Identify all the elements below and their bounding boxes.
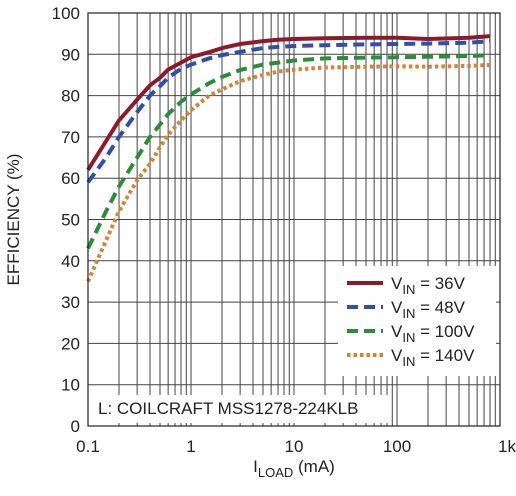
y-tick-label: 40 (61, 252, 80, 271)
legend-item: VIN = 100V (347, 322, 475, 345)
inductor-note: L: COILCRAFT MSS1278-224KLB (92, 395, 388, 423)
y-tick-label: 70 (61, 128, 80, 147)
y-axis-title: EFFICIENCY (%) (4, 154, 23, 286)
y-tick-label: 10 (61, 376, 80, 395)
x-axis-title-unit: (mA) (293, 457, 335, 476)
inductor-note-box (92, 395, 388, 423)
series-lines (86, 34, 491, 283)
x-tick-label: 0.1 (76, 437, 100, 456)
series-line (86, 34, 491, 171)
y-tick-label: 20 (61, 334, 80, 353)
legend-item: VIN = 36V (347, 274, 466, 297)
plot-frame (87, 12, 501, 427)
legend-label: VIN = 36V (391, 274, 466, 297)
series-line (86, 53, 491, 250)
legend-label: VIN = 140V (391, 346, 475, 369)
x-axis-title-main: I (253, 457, 258, 476)
y-tick-label: 80 (61, 87, 80, 106)
y-tick-label: 0 (71, 417, 80, 436)
y-tick-label: 60 (61, 169, 80, 188)
x-tick-label: 1 (186, 437, 195, 456)
x-tick-label: 100 (383, 437, 411, 456)
y-tick-label: 50 (61, 211, 80, 230)
legend-item: VIN = 48V (347, 298, 466, 321)
y-tick-label: 100 (52, 4, 80, 23)
y-tick-label: 90 (61, 45, 80, 64)
y-tick-label: 30 (61, 293, 80, 312)
tick-labels: 0 10 20 30 40 50 60 70 80 90 100 0.1 1 10 100 1k (52, 4, 516, 456)
series-line (86, 39, 491, 184)
x-tick-label: 10 (285, 437, 304, 456)
inductor-note-text: L: COILCRAFT MSS1278-224KLB (98, 399, 358, 418)
legend-label: VIN = 100V (391, 322, 475, 345)
legend-item: VIN = 140V (347, 346, 475, 369)
series-line (86, 63, 491, 283)
legend-label: VIN = 48V (391, 298, 466, 321)
x-axis-title-sub: LOAD (258, 465, 293, 480)
x-axis-title: ILOAD (mA) (253, 457, 335, 480)
x-tick-label: 1k (498, 437, 516, 456)
